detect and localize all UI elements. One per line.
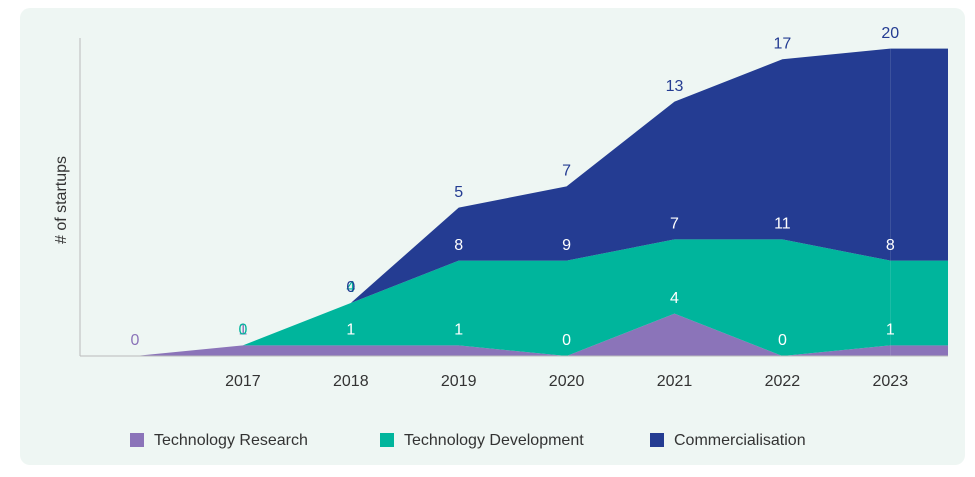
value-label: 20 (881, 25, 899, 42)
x-tick-label: 2019 (441, 373, 477, 390)
value-label: 1 (238, 322, 247, 339)
area (242, 239, 891, 356)
legend-label: Technology Research (154, 432, 308, 449)
value-label: 13 (666, 78, 684, 95)
value-label: 7 (670, 216, 679, 233)
value-label: 1 (454, 322, 463, 339)
value-label: 11 (774, 216, 791, 233)
value-label: 8 (886, 237, 895, 254)
legend-label: Commercialisation (674, 432, 806, 449)
value-label: 9 (562, 237, 571, 254)
x-tick-label: 2022 (765, 373, 801, 390)
x-tick-label: 2018 (333, 373, 369, 390)
area (350, 48, 891, 303)
legend-label: Technology Development (404, 432, 584, 449)
value-label: 0 (238, 322, 247, 339)
value-label: 1 (886, 322, 895, 339)
x-tick-label: 2017 (225, 373, 261, 390)
area-extension (890, 260, 948, 346)
legend-swatch (130, 433, 144, 447)
value-label: 4 (346, 279, 355, 296)
area-extension (890, 48, 948, 261)
areas (135, 48, 948, 356)
value-label: 1 (346, 322, 355, 339)
area-extension (890, 345, 948, 356)
value-label: 0 (131, 332, 140, 349)
value-label: 0 (778, 332, 787, 349)
value-label: 17 (774, 35, 792, 52)
value-label: 4 (670, 290, 679, 307)
value-label: 0 (562, 332, 571, 349)
x-tick-label: 2021 (657, 373, 693, 390)
x-tick-label: 2020 (549, 373, 585, 390)
x-tick-label: 2023 (873, 373, 909, 390)
value-label: 7 (562, 163, 571, 180)
y-axis-title: # of startups (53, 156, 70, 244)
legend-swatch (650, 433, 664, 447)
legend-swatch (380, 433, 394, 447)
value-label: 0 (346, 279, 355, 296)
value-label: 5 (454, 184, 463, 201)
value-label: 8 (454, 237, 463, 254)
